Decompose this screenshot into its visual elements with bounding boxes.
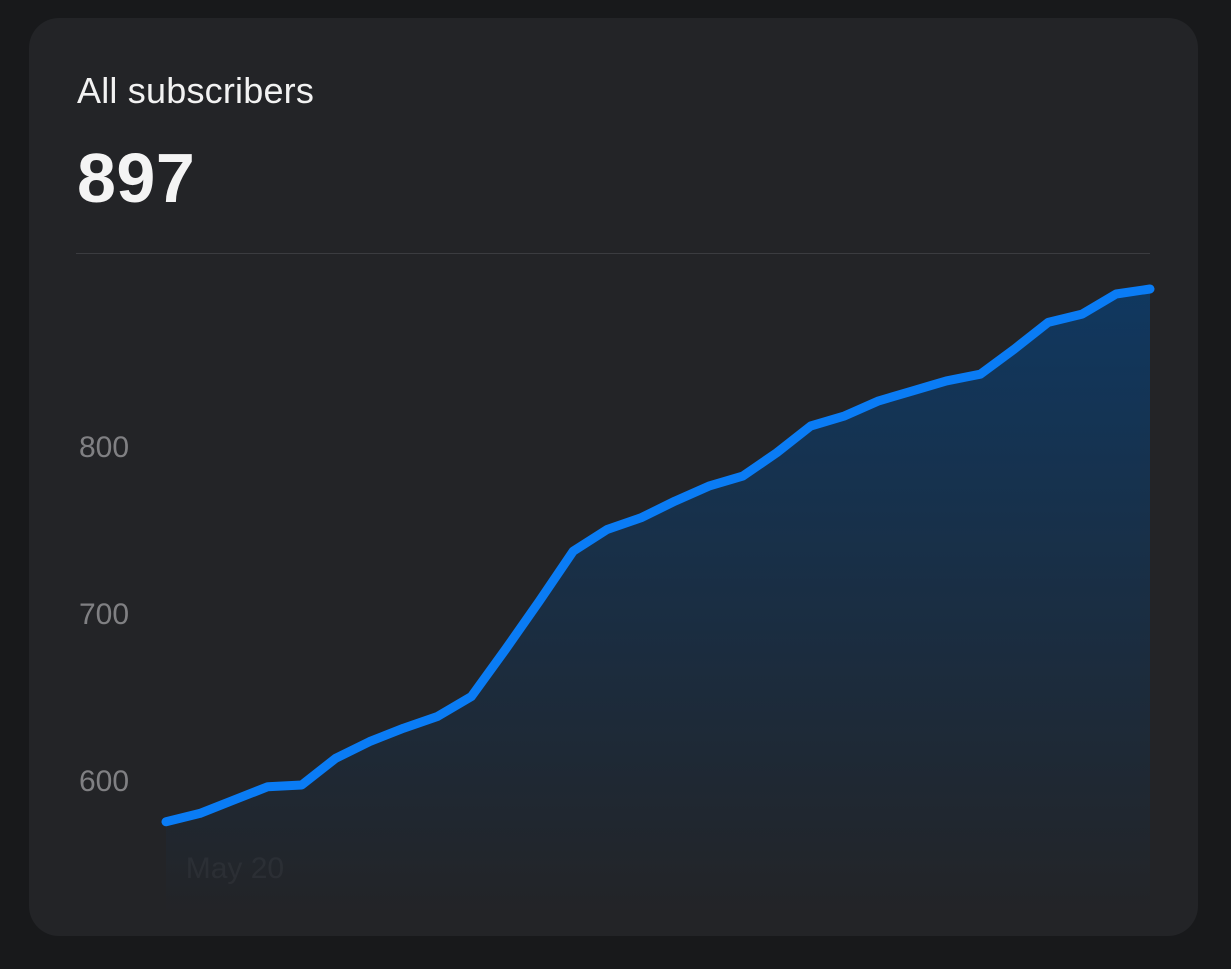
y-axis-ticks: 600 700 800 bbox=[79, 431, 129, 798]
area-fill bbox=[166, 289, 1150, 914]
y-tick-label: 600 bbox=[79, 765, 129, 798]
subscriber-count: 897 bbox=[77, 139, 196, 217]
y-tick-label: 700 bbox=[79, 598, 129, 631]
card-title: All subscribers bbox=[77, 70, 315, 111]
y-tick-label: 800 bbox=[79, 431, 129, 464]
series-line bbox=[161, 284, 1155, 827]
